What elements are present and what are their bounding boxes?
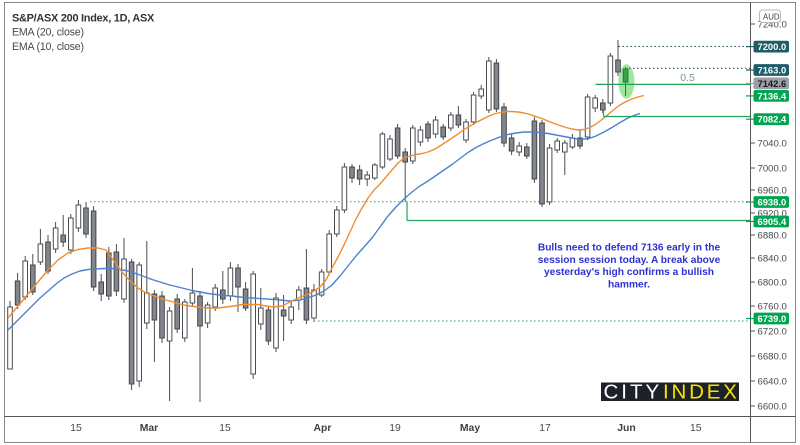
svg-text:6680.0: 6680.0 <box>758 351 787 362</box>
svg-text:6720.0: 6720.0 <box>758 326 787 337</box>
svg-text:EMA (20, close): EMA (20, close) <box>12 27 84 39</box>
svg-text:15: 15 <box>70 423 82 434</box>
svg-text:INDEX: INDEX <box>663 381 740 404</box>
svg-text:S&P/ASX 200 Index, 1D, ASX: S&P/ASX 200 Index, 1D, ASX <box>12 13 155 25</box>
svg-text:6800.0: 6800.0 <box>758 277 787 288</box>
svg-text:hammer.: hammer. <box>608 279 650 290</box>
svg-text:6600.0: 6600.0 <box>758 401 787 412</box>
svg-text:6760.0: 6760.0 <box>758 301 787 312</box>
svg-text:6880.0: 6880.0 <box>758 230 787 241</box>
svg-text:7200.0: 7200.0 <box>758 41 787 52</box>
svg-text:yesterday's high confirms a bu: yesterday's high confirms a bullish <box>544 267 714 278</box>
svg-text:AUD: AUD <box>763 12 780 21</box>
svg-text:19: 19 <box>389 423 401 434</box>
svg-text:17: 17 <box>539 423 551 434</box>
svg-text:0.5: 0.5 <box>680 72 695 84</box>
svg-text:May: May <box>460 423 480 434</box>
svg-text:6938.0: 6938.0 <box>758 196 787 207</box>
svg-text:Bulls need to defend 7136 earl: Bulls need to defend 7136 early in the <box>538 243 721 254</box>
svg-text:Mar: Mar <box>140 423 158 434</box>
svg-text:6905.4: 6905.4 <box>758 216 787 227</box>
svg-text:15: 15 <box>219 423 231 434</box>
svg-text:6960.0: 6960.0 <box>758 185 787 196</box>
svg-text:CITY: CITY <box>604 381 663 404</box>
svg-text:7136.4: 7136.4 <box>758 90 787 101</box>
svg-text:7163.0: 7163.0 <box>758 64 787 75</box>
svg-text:Jun: Jun <box>617 423 635 434</box>
svg-text:6739.0: 6739.0 <box>758 313 787 324</box>
svg-text:Apr: Apr <box>314 423 332 434</box>
svg-text:7082.4: 7082.4 <box>758 114 787 125</box>
svg-text:6840.0: 6840.0 <box>758 253 787 264</box>
svg-text:7142.6: 7142.6 <box>758 78 787 89</box>
svg-text:6640.0: 6640.0 <box>758 376 787 387</box>
svg-text:7040.0: 7040.0 <box>758 138 787 149</box>
svg-text:session session today. A break: session session today. A break above <box>538 255 721 266</box>
svg-text:7240.0: 7240.0 <box>758 19 787 30</box>
svg-text:6920.0: 6920.0 <box>758 208 787 219</box>
svg-text:15: 15 <box>690 423 702 434</box>
svg-text:7000.0: 7000.0 <box>758 163 787 174</box>
svg-text:EMA (10, close): EMA (10, close) <box>12 41 84 53</box>
